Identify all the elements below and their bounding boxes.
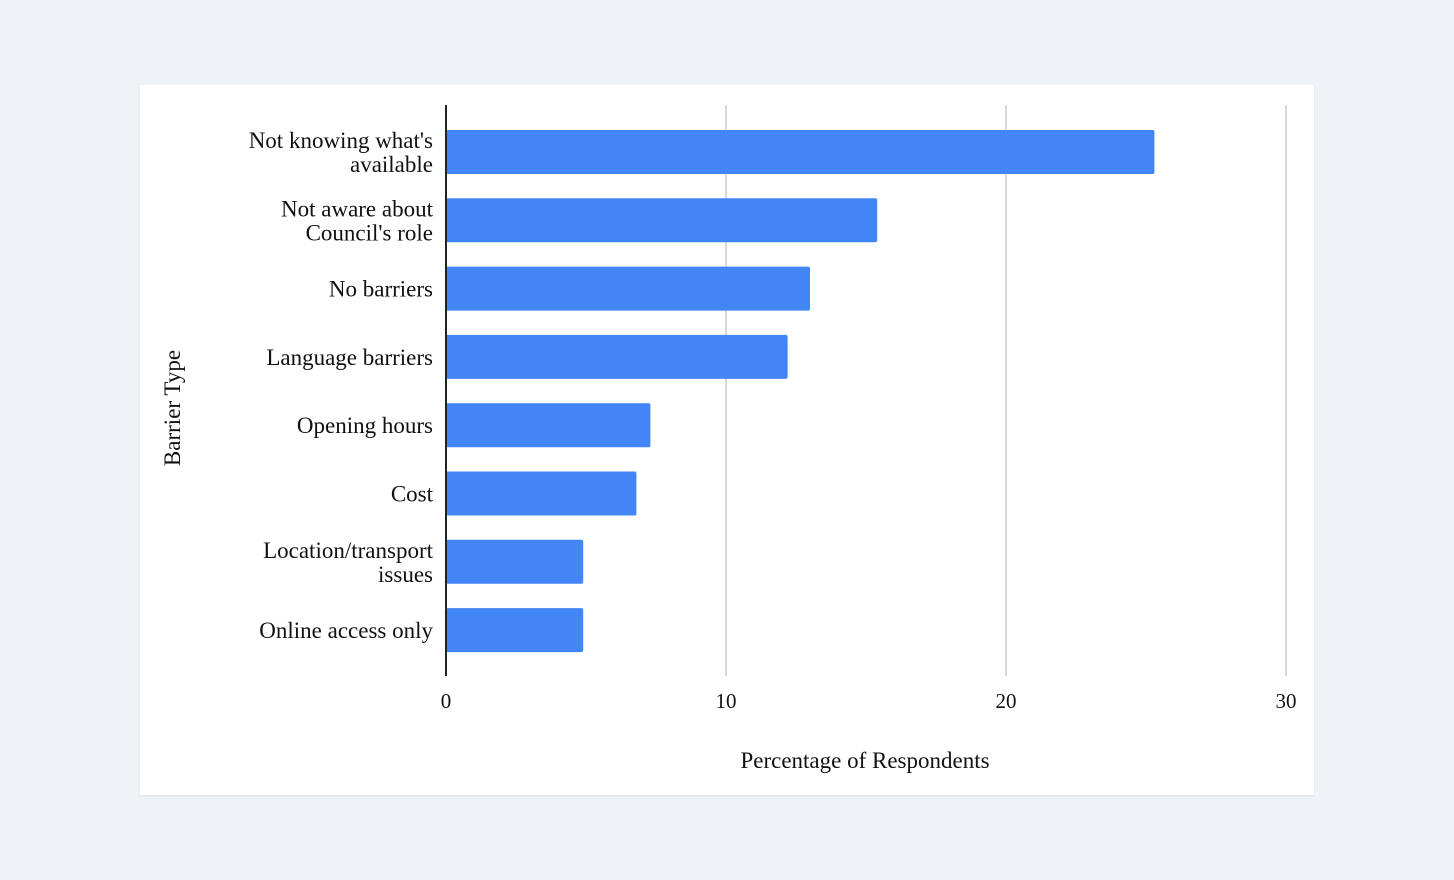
category-label: Not knowing what's available [249, 128, 433, 177]
x-tick-labels: 0 10 20 30 [441, 689, 1297, 713]
x-tick-label: 10 [716, 689, 737, 713]
category-label: Cost [391, 482, 434, 507]
bars [446, 130, 1155, 653]
x-tick-label: 0 [441, 689, 452, 713]
bar [446, 130, 1155, 174]
bar [446, 198, 878, 243]
category-label: No barriers [329, 277, 433, 302]
category-label: Location/transport issues [263, 538, 434, 587]
bar [446, 403, 651, 448]
category-labels: Not knowing what's available Not aware abo… [249, 128, 434, 643]
category-label: Opening hours [297, 413, 433, 438]
bar [446, 608, 584, 653]
y-axis-title: Barrier Type [160, 350, 185, 466]
bar [446, 471, 637, 516]
category-label: Online access only [259, 618, 433, 643]
gridlines [725, 105, 1287, 676]
x-tick-label: 20 [996, 689, 1017, 713]
category-label: Language barriers [266, 345, 433, 370]
x-tick-label: 30 [1276, 689, 1297, 713]
category-label: Not aware about Council's role [281, 196, 434, 245]
x-axis-title: Percentage of Respondents [740, 748, 989, 773]
bar [446, 334, 788, 379]
bar [446, 266, 810, 311]
bar [446, 539, 584, 584]
